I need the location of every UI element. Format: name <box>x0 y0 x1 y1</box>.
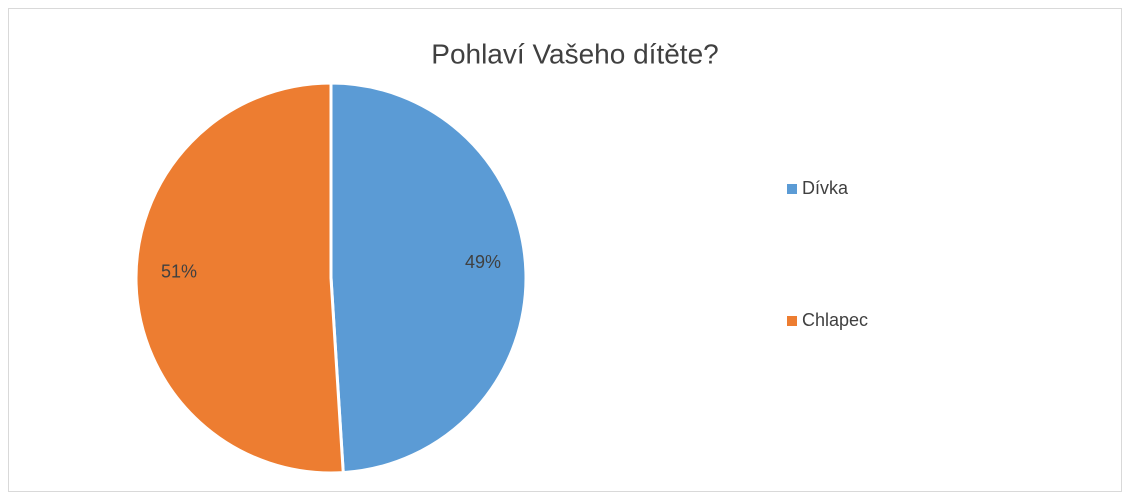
chart-title: Pohlaví Vašeho dítěte? <box>431 38 718 69</box>
legend-label: Chlapec <box>802 310 868 330</box>
legend-swatch <box>787 316 797 326</box>
legend-swatch <box>787 184 797 194</box>
pie-slice <box>329 81 528 475</box>
pie-slice <box>134 81 345 475</box>
data-label: 51% <box>161 262 197 282</box>
data-label: 49% <box>465 252 501 272</box>
legend-label: Dívka <box>802 178 849 198</box>
